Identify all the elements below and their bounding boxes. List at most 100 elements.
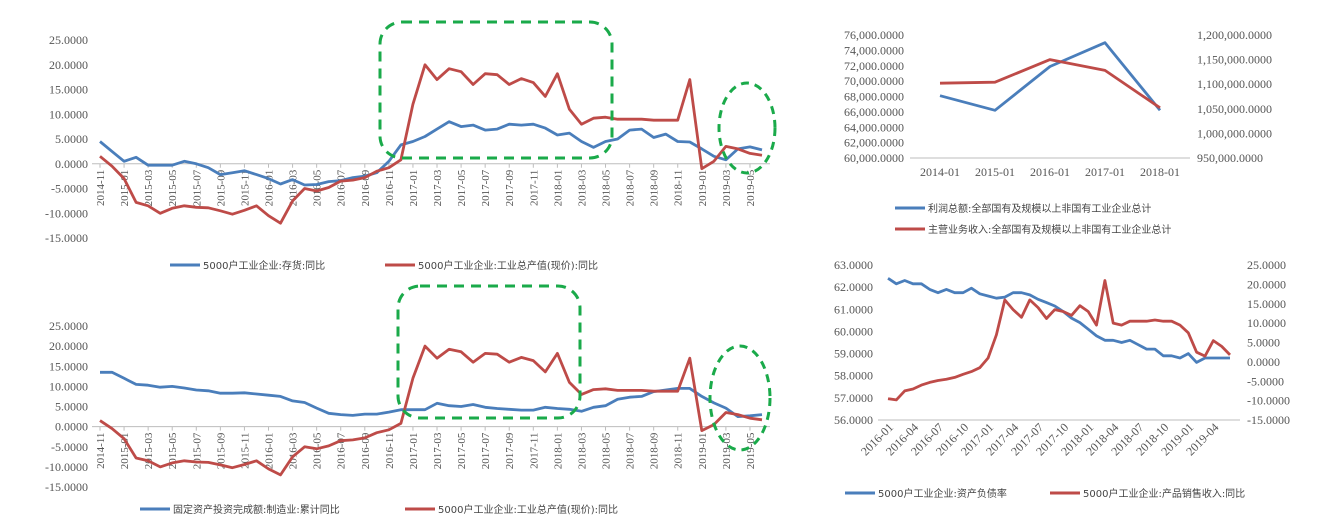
c3-ytick-left-1: 74,000.0000	[844, 43, 904, 57]
c3-xtick-3: 2017-01	[1085, 165, 1125, 179]
c3-ytick-left-7: 62,000.0000	[844, 136, 904, 150]
c1-ytick-6: -5.0000	[51, 182, 88, 196]
c2-xtick-13: 2017-01	[408, 433, 420, 470]
legend-c4-s1: 5000户工业企业:产品销售收入:同比	[1083, 487, 1245, 500]
c1-series-0-line	[99, 120, 763, 187]
c3-ytick-left-5: 66,000.0000	[844, 105, 904, 119]
c1-xtick-4: 2015-07	[191, 169, 203, 206]
c2-xtick-7: 2016-01	[264, 433, 276, 470]
c2-xtick-9: 2016-05	[312, 432, 324, 469]
c2-xtick-11: 2016-09	[360, 432, 372, 469]
c2-xtick-21: 2018-05	[601, 432, 613, 469]
c4-ytick-left-3: 60.0000	[834, 324, 873, 338]
legend-c2-s1: 5000户工业企业:工业总产值(现价):同比	[438, 503, 618, 516]
c1-ytick-0: 25.0000	[49, 33, 88, 47]
highlight-box-c1	[378, 20, 614, 160]
c1-xtick-13: 2017-01	[408, 170, 420, 207]
c2-xtick-17: 2017-09	[504, 432, 516, 469]
c2-xtick-20: 2018-03	[576, 432, 588, 469]
chart-fixed-investment-vs-output: 25.0000 20.0000 15.0000 10.0000 5.0000 0.0000…	[45, 319, 770, 494]
c4-ytick-right-8: -15.0000	[1247, 413, 1290, 427]
c4-ytick-right-5: 0.0000	[1247, 355, 1280, 369]
c1-xtick-18: 2017-11	[528, 170, 540, 206]
c3-ytick-left-4: 68,000.0000	[844, 90, 904, 104]
c2-ytick-4: 5.0000	[55, 400, 88, 414]
c2-xtick-19: 2018-01	[552, 433, 564, 470]
c1-ytick-8: -15.0000	[45, 231, 88, 245]
c4-ytick-left-2: 61.0000	[834, 302, 873, 316]
c1-xtick-10: 2016-07	[336, 169, 348, 206]
c2-xtick-23: 2018-09	[649, 432, 661, 469]
c2-ytick-3: 10.0000	[49, 379, 88, 393]
c2-xtick-15: 2017-05	[456, 432, 468, 469]
c2-ytick-7: -10.0000	[45, 460, 88, 474]
c2-xtick-5: 2015-09	[215, 432, 227, 469]
c1-xtick-20: 2018-03	[576, 169, 588, 206]
c2-xtick-24: 2018-11	[673, 433, 685, 469]
c2-xtick-3: 2015-05	[167, 432, 179, 469]
c2-ytick-6: -5.0000	[51, 440, 88, 454]
c2-xtick-10: 2016-07	[336, 432, 348, 469]
c2-xtick-1: 2015-01	[119, 433, 131, 470]
chart-debt-ratio-vs-sales: 63.0000 62.0000 61.0000 60.0000 59.0000 58.00…	[834, 258, 1290, 458]
c1-series-1-line	[99, 63, 763, 225]
c4-ytick-right-1: 20.0000	[1247, 277, 1286, 291]
c4-ytick-left-7: 56.0000	[834, 413, 873, 427]
c2-xtick-0: 2014-11	[95, 433, 107, 469]
c1-xtick-1: 2015-01	[119, 170, 131, 207]
c2-xtick-16: 2017-07	[480, 432, 492, 469]
c4-ytick-left-4: 59.0000	[834, 347, 873, 361]
highlight-oval-c2	[708, 344, 772, 452]
highlight-box-c2	[396, 284, 582, 420]
c4-ytick-right-7: -10.0000	[1247, 394, 1290, 408]
c1-xtick-5: 2015-09	[215, 169, 227, 206]
legend-c2-s0: 固定资产投资完成额:制造业:累计同比	[173, 503, 340, 516]
c2-xtick-12: 2016-11	[384, 433, 396, 469]
c3-ytick-right-3: 1,050,000.0000	[1197, 102, 1272, 116]
c2-xtick-26: 2019-03	[721, 432, 733, 469]
c1-xtick-9: 2016-05	[312, 169, 324, 206]
c2-ytick-1: 20.0000	[49, 339, 88, 353]
c3-ytick-right-0: 1,200,000.0000	[1197, 28, 1272, 42]
c4-ytick-right-4: 5.0000	[1247, 336, 1280, 350]
c2-series-1-line	[99, 344, 763, 477]
c1-xtick-15: 2017-05	[456, 169, 468, 206]
c1-ytick-3: 10.0000	[49, 107, 88, 121]
c1-ytick-1: 20.0000	[49, 58, 88, 72]
c2-xtick-18: 2017-11	[528, 433, 540, 469]
c1-ytick-4: 5.0000	[55, 132, 88, 146]
c2-ytick-0: 25.0000	[49, 319, 88, 333]
c1-xtick-14: 2017-03	[432, 169, 444, 206]
c3-ytick-right-5: 950,000.0000	[1197, 151, 1263, 165]
c2-series-0-line	[100, 370, 763, 419]
c3-ytick-left-6: 64,000.0000	[844, 120, 904, 134]
c2-xtick-25: 2019-01	[697, 433, 709, 470]
c2-xtick-22: 2018-07	[625, 432, 637, 469]
c1-xtick-26: 2019-03	[721, 169, 733, 206]
c1-xtick-16: 2017-07	[480, 169, 492, 206]
c3-xtick-4: 2018-01	[1140, 165, 1180, 179]
c4-ytick-left-1: 62.0000	[834, 280, 873, 294]
c3-ytick-right-4: 1,000,000.0000	[1197, 126, 1272, 140]
c1-xtick-17: 2017-09	[504, 169, 516, 206]
c2-xtick-27: 2019-05	[745, 432, 757, 469]
c1-xtick-2: 2015-03	[143, 169, 155, 206]
c3-ytick-left-8: 60,000.0000	[844, 151, 904, 165]
c3-xtick-0: 2014-01	[920, 165, 960, 179]
c3-series-0-line	[939, 41, 1162, 112]
c2-xtick-14: 2017-03	[432, 432, 444, 469]
c4-series-1-line	[887, 279, 1232, 402]
highlight-annotations	[378, 20, 777, 452]
c1-xtick-27: 2019-05	[745, 169, 757, 206]
c1-xtick-3: 2015-05	[167, 169, 179, 206]
c1-xtick-19: 2018-01	[552, 170, 564, 207]
c1-xtick-25: 2019-01	[697, 170, 709, 207]
legend-c1-s1: 5000户工业企业:工业总产值(现价):同比	[418, 259, 598, 272]
c1-xtick-12: 2016-11	[384, 170, 396, 206]
c1-xtick-22: 2018-07	[625, 169, 637, 206]
c1-xtick-0: 2014-11	[95, 170, 107, 206]
c3-ytick-right-1: 1,150,000.0000	[1197, 53, 1272, 67]
c2-ytick-8: -15.0000	[45, 480, 88, 494]
c3-ytick-left-2: 72,000.0000	[844, 59, 904, 73]
c1-xtick-6: 2015-11	[239, 170, 251, 206]
